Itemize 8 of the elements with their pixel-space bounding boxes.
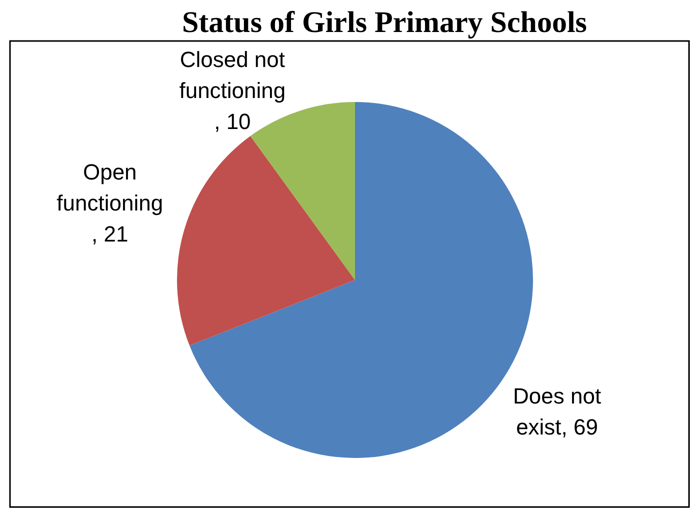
slice-label: Closed not functioning	[179, 47, 286, 103]
pie-slice	[177, 136, 355, 346]
slice-label: Does not exist, 69	[513, 383, 602, 440]
chart-title: Status of Girls Primary Schools	[182, 6, 587, 39]
data-label: , 10	[214, 109, 251, 134]
slice-label: Open functioning	[56, 159, 164, 216]
pie-slice	[250, 102, 355, 280]
data-label: , 21	[92, 221, 128, 246]
